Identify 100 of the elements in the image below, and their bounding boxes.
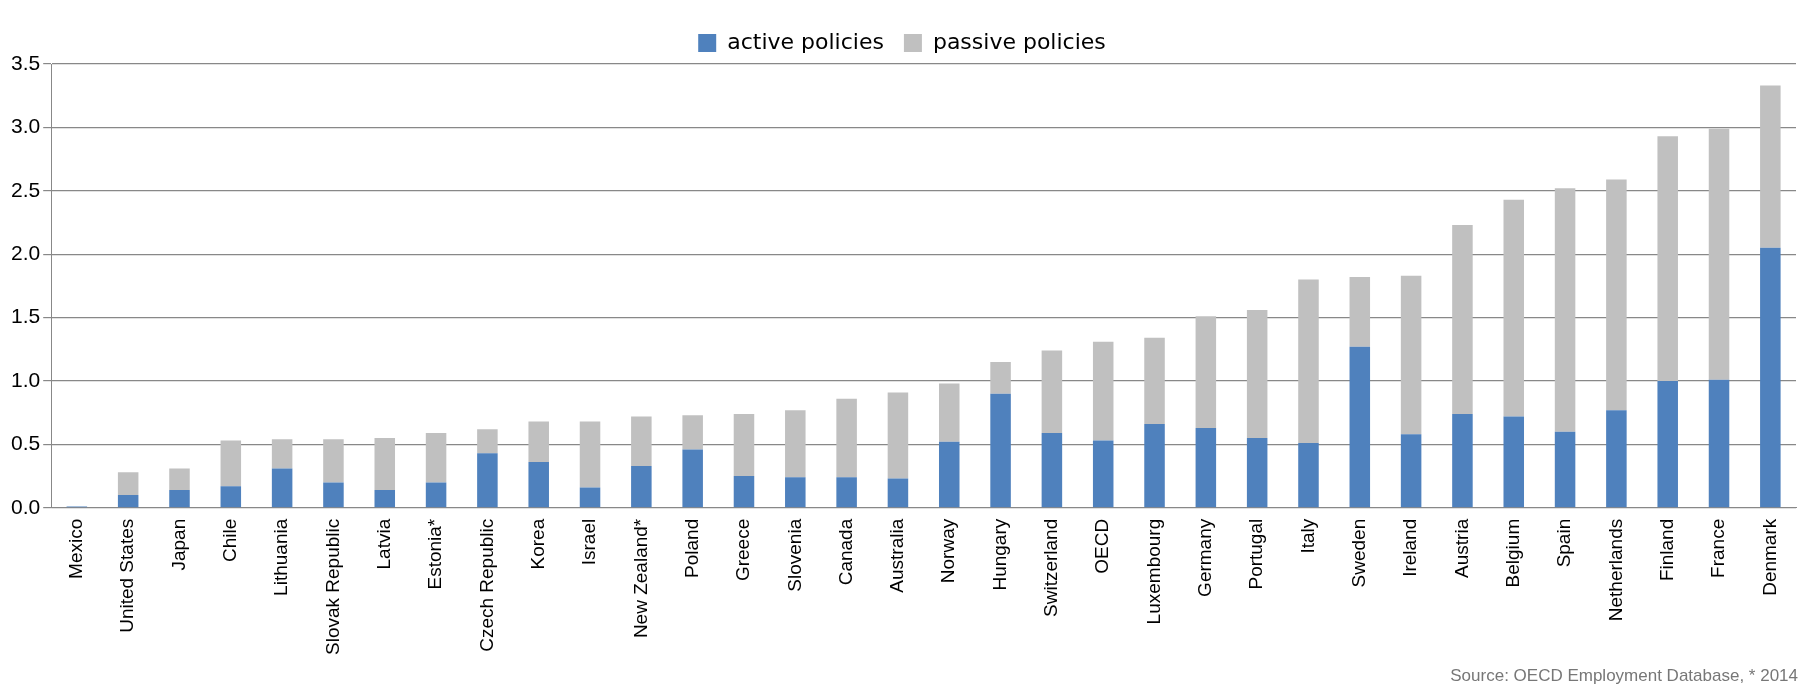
bar [425,432,447,483]
bar [785,410,806,478]
x-tick-label: Czech Republic [475,518,497,652]
x-tick-label: United States [116,518,138,633]
bar [1195,316,1217,428]
bar [1760,247,1781,508]
bar [836,477,857,508]
x-tick-label: Slovenia [783,518,805,592]
bar [1554,431,1576,508]
bar [1606,179,1627,411]
bar [1657,380,1678,508]
x-tick-label: Norway [937,518,959,584]
bar [1246,309,1268,439]
bar [1760,85,1781,248]
bar [169,468,190,491]
y-tick-label: 0.5 [10,431,41,455]
bar [938,441,960,508]
legend-label: passive policies [932,28,1106,54]
x-tick-label: Denmark [1758,518,1780,596]
bar [220,440,242,487]
x-tick-label: France [1707,518,1729,578]
bar [579,487,601,508]
y-tick-label: 1.0 [10,367,41,391]
bar [1349,277,1371,347]
x-tick-label: Mexico [65,518,87,579]
bar [1400,434,1422,508]
bar [1092,341,1114,441]
x-tick-label: Canada [834,518,856,586]
x-tick-label: Korea [526,518,548,570]
x-tick-label: Germany [1194,518,1216,597]
bar [579,421,601,488]
bar [631,416,652,466]
bar [1452,413,1473,508]
x-tick-label: New Zealand* [629,518,651,639]
y-tick-label: 1.5 [10,304,41,328]
x-tick-label: Japan [167,518,189,571]
bar [425,482,447,508]
bar [528,421,549,463]
bar [528,462,549,508]
bar [733,476,755,508]
bar [1041,350,1063,433]
bar [990,361,1011,394]
bar [733,413,755,477]
bar [117,472,139,496]
bar [1400,275,1422,435]
bar [374,490,396,508]
source-note: Source: OECD Employment Database, * 2014 [1450,666,1798,686]
bar [1092,440,1114,508]
bar [374,438,396,491]
bar [1246,438,1268,508]
x-tick-label: Lithuania [270,518,292,596]
bar [220,486,242,508]
x-tick-label: Sweden [1348,518,1370,588]
bar [1195,427,1217,508]
x-tick-label: Estonia* [424,518,446,590]
bar [477,429,498,454]
x-tick-label: Switzerland [1040,518,1062,617]
bar [1503,416,1525,508]
x-tick-label: Belgium [1501,518,1523,588]
bar [1144,337,1165,425]
bar [1503,199,1525,417]
bar [271,468,293,508]
bar [1298,443,1319,508]
bar [1041,432,1063,508]
bar [887,478,909,508]
x-tick-label: Greece [732,518,754,582]
x-tick-label: Latvia [372,518,394,570]
x-tick-label: Hungary [988,518,1010,591]
bar [477,453,498,508]
x-tick-label: Ireland [1399,518,1421,577]
bar [631,465,652,508]
x-tick-label: Israel [578,518,600,566]
bar [1606,410,1627,508]
bar [323,439,344,483]
bar [1657,136,1678,381]
y-tick-label: 2.5 [10,177,41,201]
bar [1554,188,1576,432]
bar [887,392,909,479]
x-tick-label: OECD [1091,518,1113,574]
y-tick-label: 3.5 [10,50,41,74]
bar [682,449,703,508]
bar [1298,279,1319,444]
bar [323,482,344,508]
y-tick-label: 2.0 [10,240,41,264]
bar [1708,128,1730,380]
bar [271,439,293,469]
x-tick-label: Spain [1553,518,1575,568]
bar [1144,424,1165,508]
bar [1708,379,1730,508]
bar [1452,225,1473,414]
x-tick-label: Poland [680,518,702,578]
bar [785,477,806,508]
bar [938,383,960,442]
x-tick-label: Australia [886,518,908,593]
bar [169,490,190,508]
x-tick-label: Luxembourg [1142,518,1164,625]
x-tick-label: Portugal [1245,518,1267,590]
bar [836,398,857,478]
x-tick-label: Austria [1450,518,1472,578]
x-tick-label: Chile [219,518,241,563]
